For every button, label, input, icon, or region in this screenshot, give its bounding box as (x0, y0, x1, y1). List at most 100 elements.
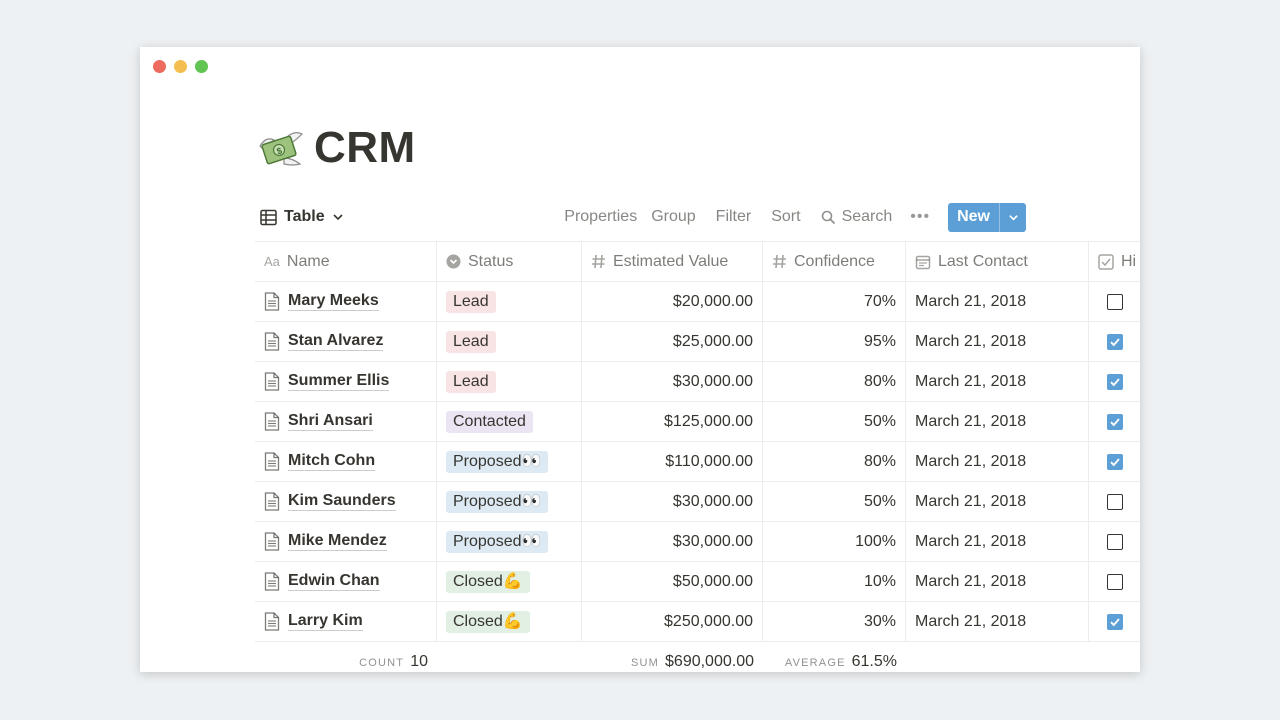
record-link[interactable]: Summer Ellis (264, 372, 390, 391)
last-contact-cell[interactable]: March 21, 2018 (906, 482, 1089, 521)
priority-checkbox[interactable] (1106, 533, 1123, 550)
maximize-window-button[interactable] (195, 60, 208, 73)
last-contact-cell[interactable]: March 21, 2018 (906, 322, 1089, 361)
record-link[interactable]: Shri Ansari (264, 412, 373, 431)
record-link[interactable]: Mike Mendez (264, 532, 387, 551)
table-row[interactable]: Stan Alvarez Lead $25,000.00 95% March 2… (255, 322, 1140, 362)
confidence-cell[interactable]: 80% (763, 362, 906, 401)
average-aggregate[interactable]: AVERAGE 61.5% (763, 653, 906, 671)
column-header-high-priority[interactable]: Hi (1089, 242, 1140, 281)
confidence-cell[interactable]: 95% (763, 322, 906, 361)
table-row[interactable]: Kim Saunders Proposed👀 $30,000.00 50% Ma… (255, 482, 1140, 522)
estimated-value-cell[interactable]: $30,000.00 (582, 522, 763, 561)
priority-checkbox[interactable] (1106, 373, 1123, 390)
record-link[interactable]: Edwin Chan (264, 572, 380, 591)
status-cell[interactable]: Lead (437, 322, 582, 361)
name-cell[interactable]: Stan Alvarez (255, 322, 437, 361)
group-button[interactable]: Group (651, 208, 696, 225)
record-link[interactable]: Stan Alvarez (264, 332, 384, 351)
high-priority-cell[interactable] (1089, 482, 1140, 521)
money-with-wings-icon[interactable]: $ (256, 124, 304, 172)
column-header-status[interactable]: Status (437, 242, 582, 281)
high-priority-cell[interactable] (1089, 522, 1140, 561)
priority-checkbox[interactable] (1106, 453, 1123, 470)
last-contact-cell[interactable]: March 21, 2018 (906, 442, 1089, 481)
priority-checkbox[interactable] (1106, 613, 1123, 630)
status-cell[interactable]: Lead (437, 362, 582, 401)
priority-checkbox[interactable] (1106, 333, 1123, 350)
new-button[interactable]: New (957, 208, 990, 225)
estimated-value-cell[interactable]: $25,000.00 (582, 322, 763, 361)
estimated-value-cell[interactable]: $110,000.00 (582, 442, 763, 481)
new-options-dropdown[interactable] (999, 202, 1026, 232)
high-priority-cell[interactable] (1089, 562, 1140, 601)
name-cell[interactable]: Kim Saunders (255, 482, 437, 521)
minimize-window-button[interactable] (174, 60, 187, 73)
column-header-last-contact[interactable]: Last Contact (906, 242, 1089, 281)
priority-checkbox[interactable] (1106, 493, 1123, 510)
status-cell[interactable]: Lead (437, 282, 582, 321)
priority-checkbox[interactable] (1106, 573, 1123, 590)
name-cell[interactable]: Larry Kim (255, 602, 437, 641)
name-cell[interactable]: Shri Ansari (255, 402, 437, 441)
table-row[interactable]: Mitch Cohn Proposed👀 $110,000.00 80% Mar… (255, 442, 1140, 482)
name-cell[interactable]: Mary Meeks (255, 282, 437, 321)
status-cell[interactable]: Proposed👀 (437, 482, 582, 521)
table-row[interactable]: Larry Kim Closed💪 $250,000.00 30% March … (255, 602, 1140, 642)
confidence-cell[interactable]: 100% (763, 522, 906, 561)
table-row[interactable]: Mary Meeks Lead $20,000.00 70% March 21,… (255, 282, 1140, 322)
column-header-confidence[interactable]: Confidence (763, 242, 906, 281)
estimated-value-cell[interactable]: $30,000.00 (582, 482, 763, 521)
status-cell[interactable]: Proposed👀 (437, 442, 582, 481)
last-contact-cell[interactable]: March 21, 2018 (906, 602, 1089, 641)
sum-aggregate[interactable]: SUM $690,000.00 (582, 653, 763, 671)
status-cell[interactable]: Closed💪 (437, 602, 582, 641)
filter-button[interactable]: Filter (715, 208, 752, 225)
status-cell[interactable]: Closed💪 (437, 562, 582, 601)
count-aggregate[interactable]: COUNT 10 (255, 653, 437, 671)
estimated-value-cell[interactable]: $50,000.00 (582, 562, 763, 601)
estimated-value-cell[interactable]: $30,000.00 (582, 362, 763, 401)
high-priority-cell[interactable] (1089, 322, 1140, 361)
close-window-button[interactable] (153, 60, 166, 73)
estimated-value-cell[interactable]: $20,000.00 (582, 282, 763, 321)
column-header-estimated-value[interactable]: Estimated Value (582, 242, 763, 281)
record-link[interactable]: Mary Meeks (264, 292, 379, 311)
status-cell[interactable]: Contacted (437, 402, 582, 441)
last-contact-cell[interactable]: March 21, 2018 (906, 282, 1089, 321)
name-cell[interactable]: Summer Ellis (255, 362, 437, 401)
sort-button[interactable]: Sort (771, 208, 801, 225)
name-cell[interactable]: Edwin Chan (255, 562, 437, 601)
table-row[interactable]: Shri Ansari Contacted $125,000.00 50% Ma… (255, 402, 1140, 442)
priority-checkbox[interactable] (1106, 293, 1123, 310)
confidence-cell[interactable]: 50% (763, 482, 906, 521)
confidence-cell[interactable]: 10% (763, 562, 906, 601)
confidence-cell[interactable]: 30% (763, 602, 906, 641)
confidence-cell[interactable]: 80% (763, 442, 906, 481)
high-priority-cell[interactable] (1089, 602, 1140, 641)
status-cell[interactable]: Proposed👀 (437, 522, 582, 561)
properties-button[interactable]: Properties (564, 208, 638, 225)
record-link[interactable]: Larry Kim (264, 612, 363, 631)
last-contact-cell[interactable]: March 21, 2018 (906, 402, 1089, 441)
estimated-value-cell[interactable]: $250,000.00 (582, 602, 763, 641)
column-header-name[interactable]: Aa Name (255, 242, 437, 281)
search-button[interactable]: Search (821, 208, 892, 226)
estimated-value-cell[interactable]: $125,000.00 (582, 402, 763, 441)
high-priority-cell[interactable] (1089, 402, 1140, 441)
last-contact-cell[interactable]: March 21, 2018 (906, 562, 1089, 601)
last-contact-cell[interactable]: March 21, 2018 (906, 362, 1089, 401)
table-row[interactable]: Summer Ellis Lead $30,000.00 80% March 2… (255, 362, 1140, 402)
view-switcher[interactable]: Table (260, 208, 344, 226)
high-priority-cell[interactable] (1089, 282, 1140, 321)
table-row[interactable]: Mike Mendez Proposed👀 $30,000.00 100% Ma… (255, 522, 1140, 562)
high-priority-cell[interactable] (1089, 442, 1140, 481)
confidence-cell[interactable]: 50% (763, 402, 906, 441)
high-priority-cell[interactable] (1089, 362, 1140, 401)
page-title[interactable]: CRM (314, 123, 416, 172)
more-options-button[interactable]: ••• (910, 208, 931, 225)
last-contact-cell[interactable]: March 21, 2018 (906, 522, 1089, 561)
priority-checkbox[interactable] (1106, 413, 1123, 430)
table-row[interactable]: Edwin Chan Closed💪 $50,000.00 10% March … (255, 562, 1140, 602)
confidence-cell[interactable]: 70% (763, 282, 906, 321)
